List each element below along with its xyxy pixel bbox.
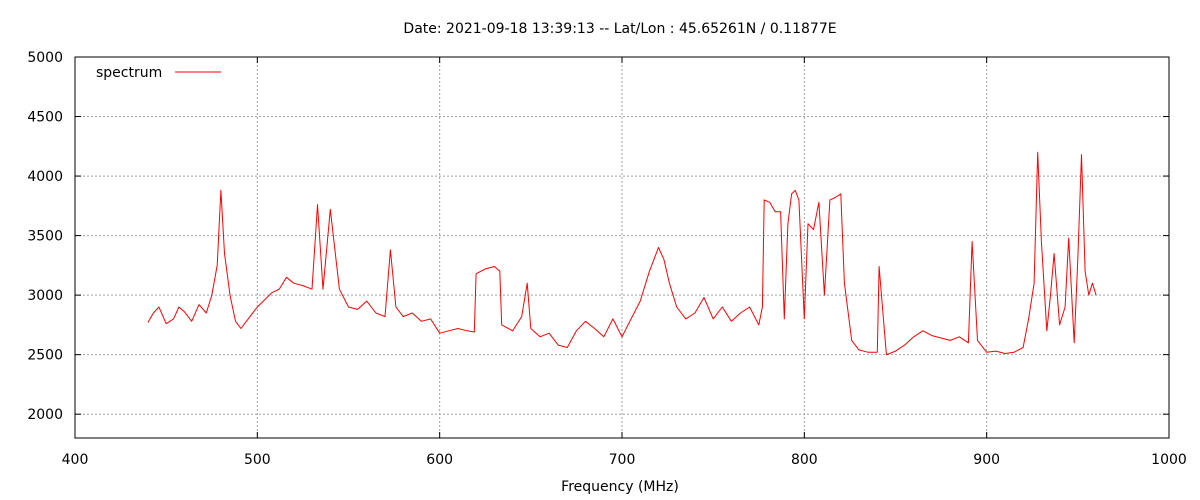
series-layer [147,151,1097,356]
y-tick-label: 4500 [27,110,63,126]
x-tick-label: 700 [609,452,636,468]
y-tick-label: 3500 [27,229,63,245]
x-tick-label: 600 [426,452,453,468]
x-tick-label: 800 [791,452,818,468]
grid-lines [75,57,1169,438]
legend-label-spectrum: spectrum [96,65,162,81]
y-tick-label: 3000 [27,288,63,304]
y-tick-label: 4000 [27,169,63,185]
x-axis-label: Frequency (MHz) [561,479,679,495]
chart-title: Date: 2021-09-18 13:39:13 -- Lat/Lon : 4… [403,21,836,37]
y-tick-label: 2500 [27,348,63,364]
axis-ticks: 400 500 600 700 800 900 1000 2000 2500 3000 3500 40… [27,50,1186,468]
series-line-spectrum [147,151,1097,356]
legend: spectrum [96,65,221,81]
x-tick-label: 1000 [1151,452,1187,468]
y-tick-label: 5000 [27,50,63,66]
x-tick-label: 900 [973,452,1000,468]
x-tick-label: 400 [62,452,89,468]
y-tick-label: 2000 [27,407,63,423]
x-tick-label: 500 [244,452,271,468]
